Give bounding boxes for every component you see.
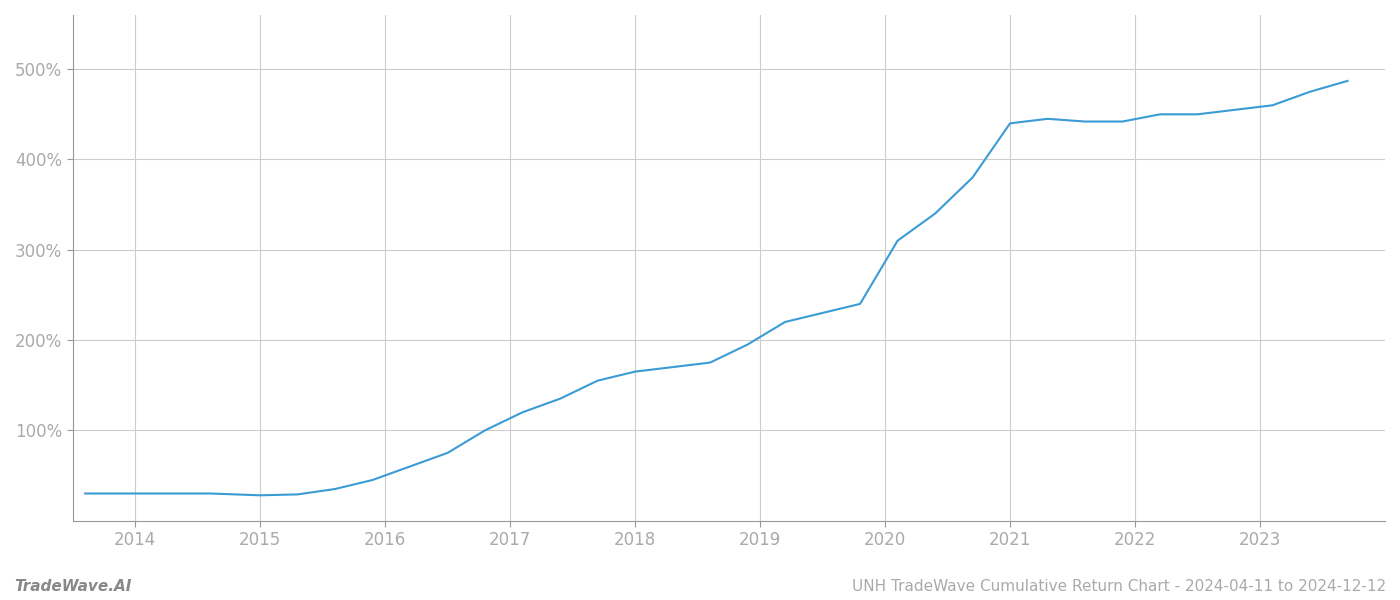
Text: TradeWave.AI: TradeWave.AI bbox=[14, 579, 132, 594]
Text: UNH TradeWave Cumulative Return Chart - 2024-04-11 to 2024-12-12: UNH TradeWave Cumulative Return Chart - … bbox=[851, 579, 1386, 594]
